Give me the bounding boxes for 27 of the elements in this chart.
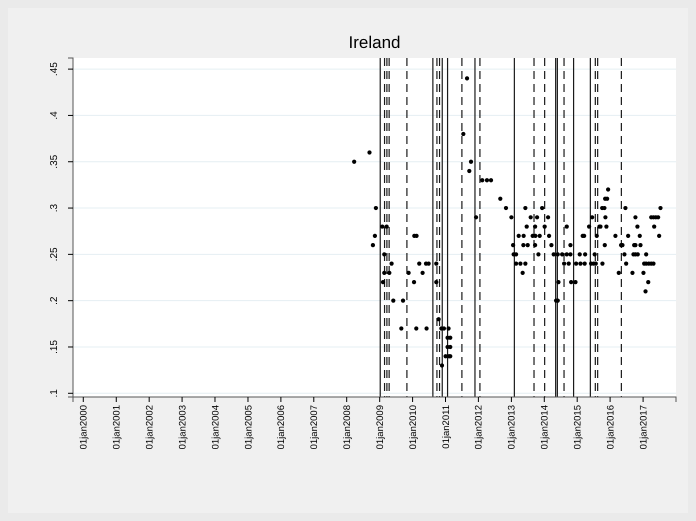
x-tick-label: 01jan2005 <box>243 405 254 450</box>
x-tick-label: 01jan2016 <box>605 405 616 450</box>
y-tick-label: .4 <box>49 110 60 120</box>
y-tick-label: .25 <box>49 246 60 262</box>
y-tick-label: .3 <box>49 203 60 212</box>
x-tick-label: 01jan2008 <box>342 405 354 450</box>
x-tick-label: 01jan2006 <box>276 405 288 450</box>
y-tick-label: .1 <box>49 388 60 398</box>
x-tick-label: 01jan2003 <box>177 405 188 450</box>
x-tick-label: 01jan2011 <box>440 405 452 449</box>
chart-title: Ireland <box>348 33 400 52</box>
x-tick-label: 01jan2009 <box>375 405 386 450</box>
y-tick-label: .2 <box>49 296 60 305</box>
x-tick-label: 01jan2014 <box>540 405 551 450</box>
x-tick-label: 01jan2000 <box>78 405 90 450</box>
x-tick-label: 01jan2001 <box>112 405 123 450</box>
y-tick-label: .35 <box>49 154 60 169</box>
x-tick-label: 01jan2013 <box>506 405 518 450</box>
y-tick-label: .45 <box>49 62 60 76</box>
x-tick-label: 01jan2012 <box>474 405 485 450</box>
y-tick-label: .15 <box>49 340 60 354</box>
x-tick-label: 01jan2007 <box>309 405 320 450</box>
x-tick-label: 01jan2010 <box>408 405 419 450</box>
x-tick-label: 01jan2002 <box>144 405 156 450</box>
x-tick-label: 01jan2004 <box>210 405 222 450</box>
x-tick-label: 01jan2017 <box>638 405 650 450</box>
x-tick-label: 01jan2015 <box>572 405 584 450</box>
